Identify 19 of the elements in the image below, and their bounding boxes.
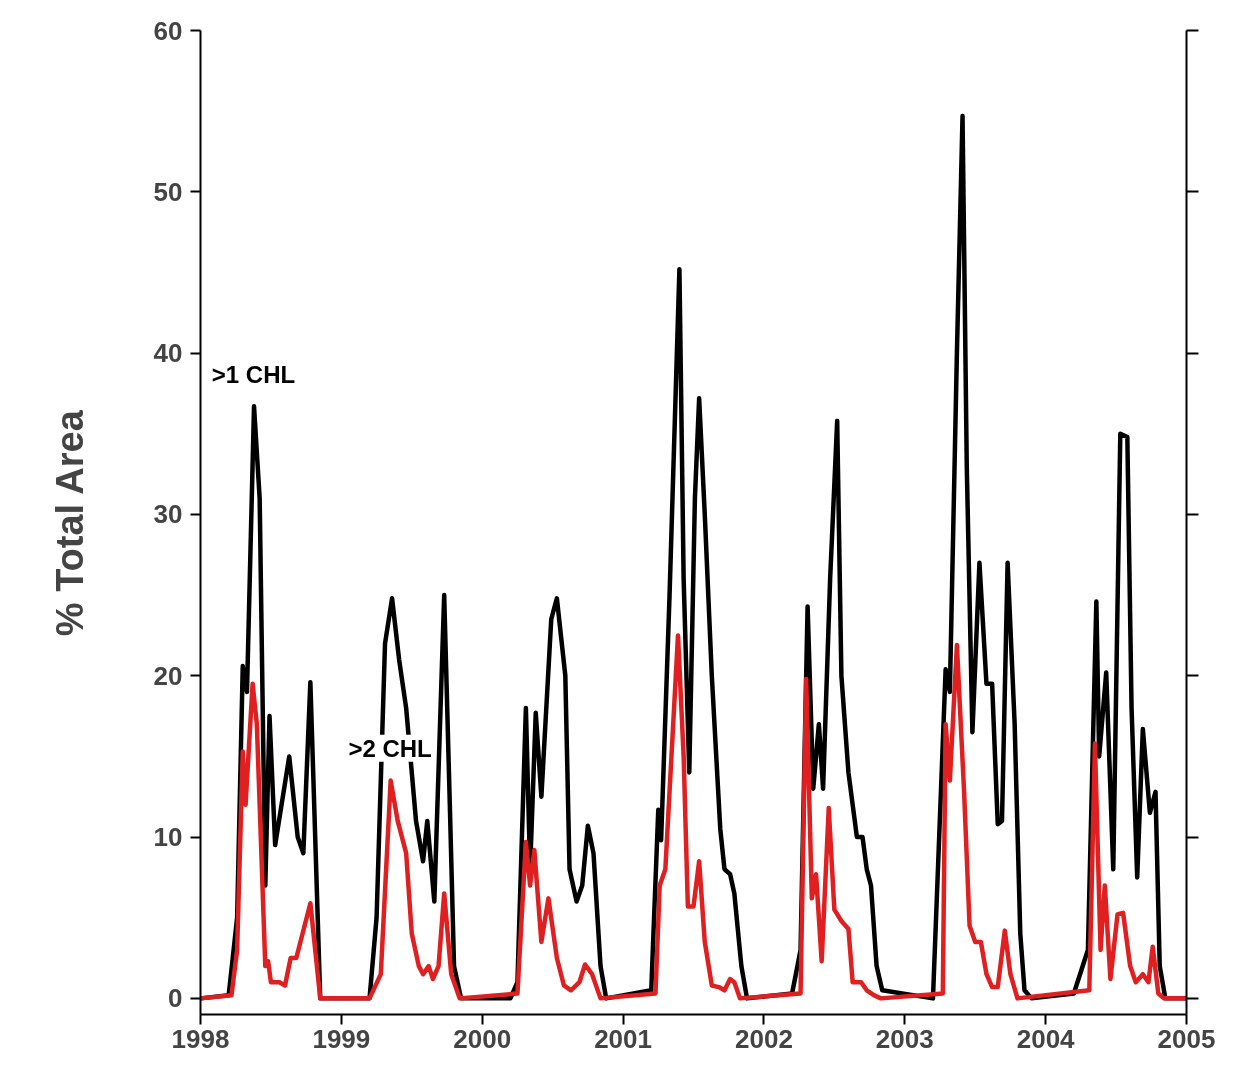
x-tick-label: 2004: [1016, 1023, 1076, 1054]
x-tick-label: 2000: [453, 1023, 512, 1054]
y-tick-label: 50: [153, 176, 183, 207]
y-tick-label: 60: [153, 15, 183, 46]
y-tick-label: 30: [153, 499, 183, 530]
x-tick-label: 1999: [312, 1023, 371, 1054]
x-tick-label: 2003: [875, 1023, 934, 1054]
x-tick-label: 2001: [594, 1023, 652, 1054]
x-tick-label: 1998: [171, 1023, 230, 1054]
y-tick-label: 0: [168, 983, 183, 1014]
line-series: [200, 633, 1187, 1001]
x-tick-label: 2002: [735, 1023, 793, 1054]
annotation: >1 CHL: [211, 360, 296, 388]
y-axis-title: % Total Area: [48, 409, 91, 637]
y-tick-label: 10: [153, 822, 183, 853]
y-tick-label: 20: [153, 660, 183, 691]
x-tick-label: 2005: [1157, 1023, 1216, 1054]
annotation: >2 CHL: [348, 734, 432, 762]
y-tick-label: 40: [153, 338, 183, 369]
